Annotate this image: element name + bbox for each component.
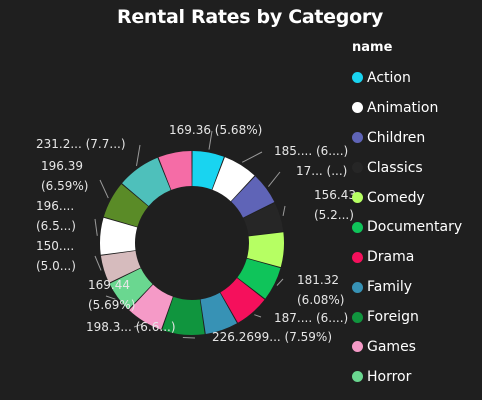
data-label: 185.... (6....)	[274, 144, 348, 158]
legend-swatch	[352, 132, 363, 144]
leader-line	[276, 278, 284, 286]
data-label: 226.2699... (7.59%)	[212, 330, 332, 344]
legend-item-documentary[interactable]: Documentary	[352, 212, 462, 242]
data-label: 196.39 (6.59%)	[41, 159, 88, 193]
legend-item-animation[interactable]: Animation	[352, 93, 462, 123]
legend-item-foreign[interactable]: Foreign	[352, 302, 462, 332]
leader-line	[135, 144, 141, 166]
legend-label: Classics	[367, 159, 423, 176]
data-label: 198.3... (6.6...)	[86, 320, 176, 334]
leader-line	[99, 179, 109, 199]
slice-comedy[interactable]	[247, 232, 284, 268]
slice-family[interactable]	[200, 292, 237, 334]
data-label: 181.32 (6.08%)	[297, 273, 344, 307]
legend-label: Drama	[367, 249, 415, 266]
legend-label: Horror	[367, 368, 412, 385]
legend-label: Action	[367, 69, 411, 86]
leader-line	[241, 151, 263, 163]
slice-children[interactable]	[231, 176, 275, 218]
leader-lines-group	[94, 130, 286, 339]
leader-line	[94, 255, 102, 271]
slice-games[interactable]	[129, 284, 173, 330]
legend-swatch	[352, 221, 363, 233]
data-label: 169.36 (5.68%)	[169, 123, 262, 137]
legend-swatch	[352, 371, 363, 383]
legend[interactable]: Action Animation Children Classics Comedy Doc…	[352, 63, 462, 392]
legend-item-horror[interactable]: Horror	[352, 362, 462, 392]
chart-title: Rental Rates by Category	[117, 6, 383, 28]
data-label: 169.44 (5.69%)	[88, 278, 135, 312]
data-label: 196.... (6.5...)	[36, 199, 76, 233]
legend-swatch	[352, 251, 363, 263]
data-label: 231.2... (7.7...)	[36, 137, 126, 151]
slice-animation[interactable]	[212, 157, 255, 202]
leader-line	[208, 130, 213, 150]
slice-travel[interactable]	[158, 151, 192, 190]
legend-item-classics[interactable]: Classics	[352, 153, 462, 183]
legend-swatch	[352, 192, 363, 203]
legend-swatch	[352, 102, 363, 114]
legend-item-comedy[interactable]: Comedy	[352, 183, 462, 213]
legend-swatch	[352, 72, 363, 84]
legend-label: Animation	[367, 99, 439, 116]
leader-line	[254, 314, 262, 318]
leader-line	[94, 218, 98, 236]
slice-sci-fi[interactable]	[103, 184, 149, 227]
slice-drama[interactable]	[220, 278, 265, 323]
data-labels-group: 169.36 (5.68%) 185.... (6....) 17... (...)…	[36, 123, 356, 344]
slice-music[interactable]	[100, 250, 141, 283]
slices-group	[100, 151, 284, 335]
legend-item-children[interactable]: Children	[352, 123, 462, 153]
slice-documentary[interactable]	[237, 258, 281, 299]
data-label: 150.... (5.0...)	[36, 239, 76, 273]
leader-line	[282, 205, 286, 216]
slice-classics[interactable]	[243, 203, 284, 236]
legend-item-family[interactable]: Family	[352, 272, 462, 302]
legend-swatch	[352, 162, 363, 174]
leader-line	[133, 323, 143, 328]
legend-title: name	[352, 40, 393, 55]
leader-line	[105, 295, 116, 300]
slice-action[interactable]	[192, 151, 224, 190]
legend-swatch	[352, 281, 363, 293]
legend-label: Foreign	[367, 309, 419, 326]
leader-line	[268, 171, 281, 187]
legend-label: Family	[367, 279, 413, 296]
data-label: 17... (...)	[296, 164, 347, 178]
slice-new[interactable]	[100, 217, 138, 255]
legend-label: Documentary	[367, 219, 463, 236]
slice-foreign[interactable]	[162, 296, 205, 335]
legend-item-games[interactable]: Games	[352, 332, 462, 362]
data-label: 156.43 (5.2...)	[314, 188, 356, 222]
legend-label: Children	[367, 129, 426, 146]
slice-sports[interactable]	[122, 157, 171, 206]
slice-horror[interactable]	[109, 268, 153, 310]
legend-label: Games	[367, 338, 416, 355]
legend-swatch	[352, 311, 363, 323]
legend-item-drama[interactable]: Drama	[352, 242, 462, 272]
legend-label: Comedy	[367, 189, 425, 206]
legend-swatch	[352, 341, 363, 353]
data-label: 187.... (6....)	[274, 311, 348, 325]
legend-item-action[interactable]: Action	[352, 63, 462, 93]
